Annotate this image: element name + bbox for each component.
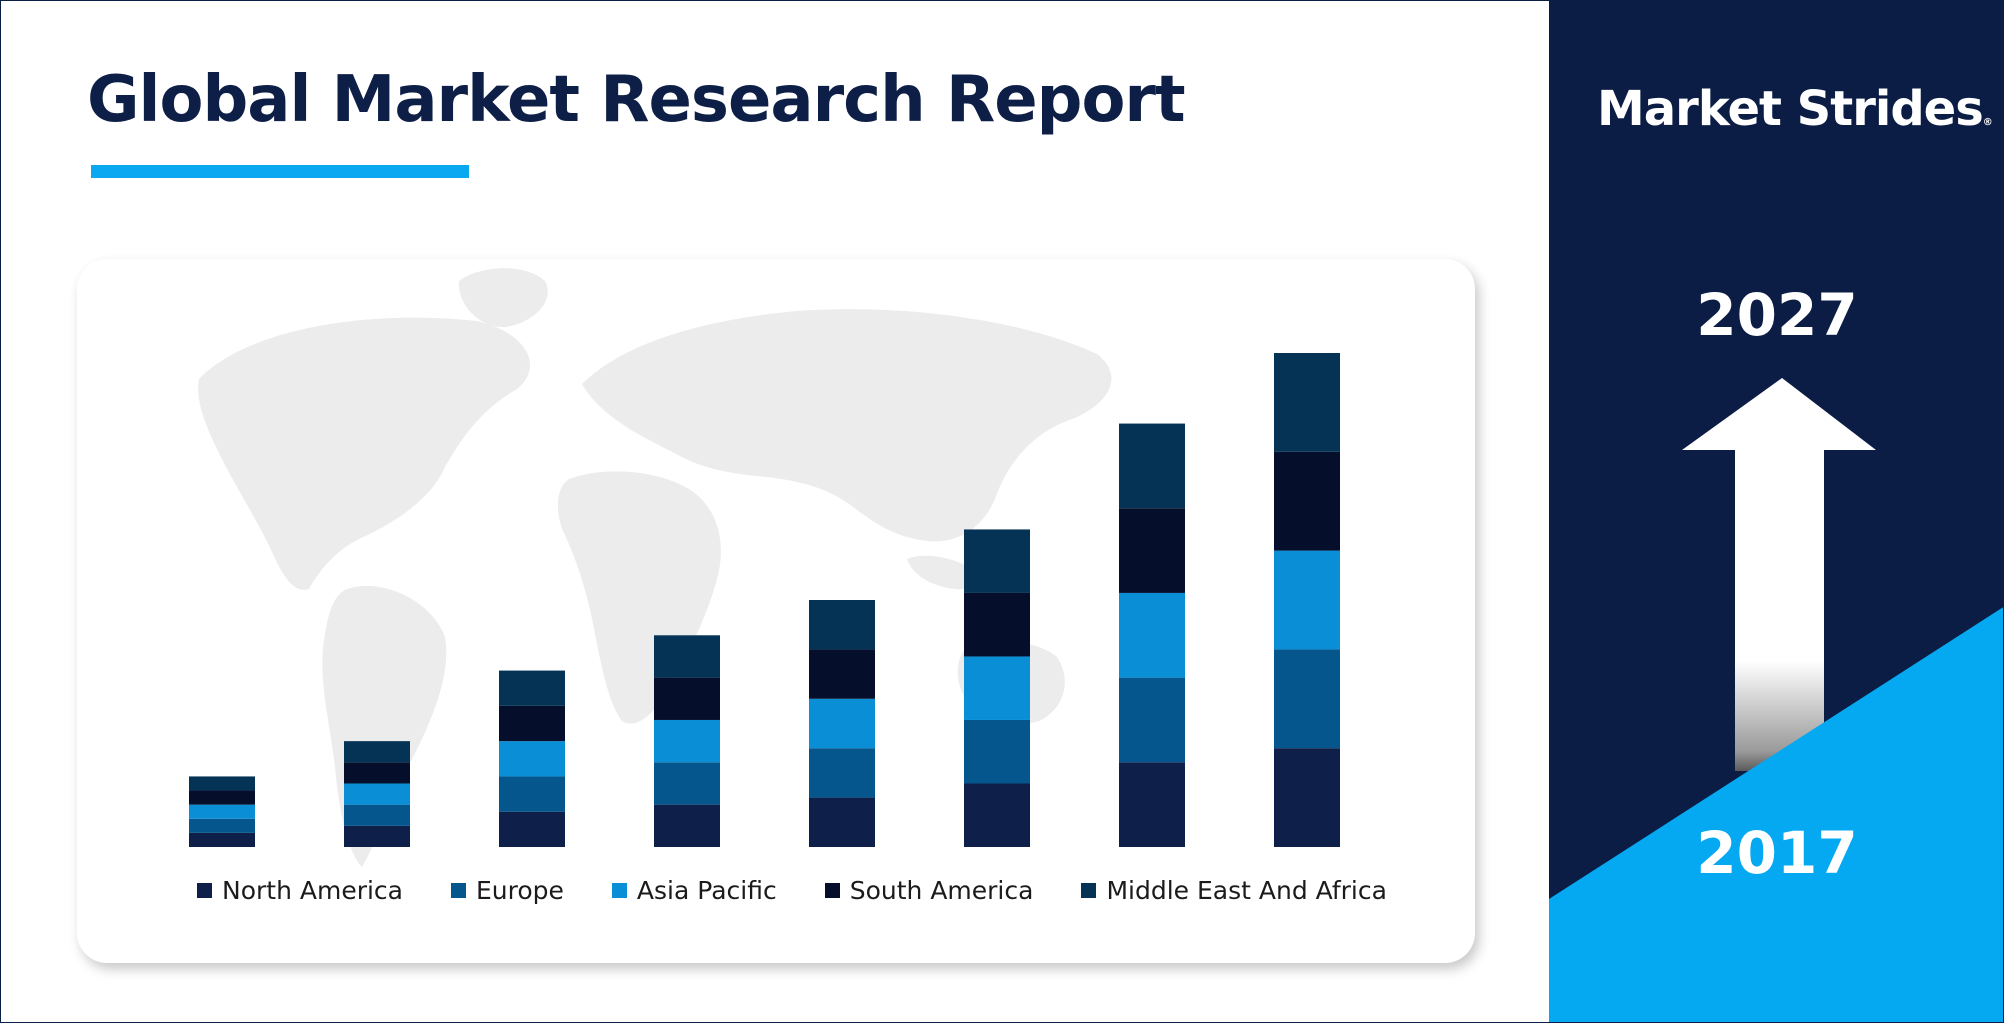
legend-label-south-america: South America xyxy=(849,876,1034,905)
legend-item-asia-pacific: Asia Pacific xyxy=(611,876,777,905)
brand-logo: Market Strides® xyxy=(1597,81,1993,137)
legend-swatch-middle-east-africa xyxy=(1081,883,1097,898)
bar-3-middle-east-africa xyxy=(499,670,565,706)
bar-8-north-america xyxy=(1274,748,1340,847)
bar-1-asia-pacific xyxy=(189,804,255,819)
bar-2-south-america xyxy=(344,762,410,784)
legend-label-north-america: North America xyxy=(222,876,403,905)
map-southeast-asia xyxy=(907,555,980,590)
brand-sidebar: Market Strides® 2027 2017 xyxy=(1549,1,2003,1022)
legend-item-europe: Europe xyxy=(451,876,564,905)
brand-registered-mark: ® xyxy=(1982,117,1993,128)
bar-5-north-america xyxy=(809,797,875,847)
brand-name: Market Strides xyxy=(1597,81,1984,137)
bar-8-asia-pacific xyxy=(1274,550,1340,650)
blue-wedge xyxy=(1549,607,2003,1022)
page-title: Global Market Research Report xyxy=(87,63,1186,137)
bar-3-asia-pacific xyxy=(499,741,565,777)
legend-swatch-asia-pacific xyxy=(611,883,627,898)
stacked-bar-chart xyxy=(189,268,1340,867)
bar-2-europe xyxy=(344,804,410,826)
bars xyxy=(189,353,1340,847)
legend-swatch-north-america xyxy=(197,883,212,898)
bar-6-north-america xyxy=(964,783,1030,847)
legend-label-asia-pacific: Asia Pacific xyxy=(636,876,777,905)
bar-4-south-america xyxy=(654,677,720,720)
bar-8-middle-east-africa xyxy=(1274,353,1340,452)
map-eurasia xyxy=(582,309,1112,542)
chart-legend: North America Europe Asia Pacific South … xyxy=(197,876,1387,905)
bar-1-south-america xyxy=(189,790,255,805)
bar-8-south-america xyxy=(1274,451,1340,551)
bar-6-middle-east-africa xyxy=(964,529,1030,593)
bar-1-north-america xyxy=(189,832,255,847)
bar-6-asia-pacific xyxy=(964,656,1030,720)
bar-7-middle-east-africa xyxy=(1119,423,1185,509)
bar-2-north-america xyxy=(344,825,410,847)
bar-3-europe xyxy=(499,776,565,812)
legend-item-middle-east-africa: Middle East And Africa xyxy=(1081,876,1387,905)
bar-5-middle-east-africa xyxy=(809,600,875,650)
bar-4-middle-east-africa xyxy=(654,635,720,678)
bar-7-asia-pacific xyxy=(1119,592,1185,678)
world-map-background xyxy=(198,268,1112,867)
legend-item-south-america: South America xyxy=(824,876,1034,905)
bar-1-middle-east-africa xyxy=(189,776,255,791)
legend-label-europe: Europe xyxy=(476,876,564,905)
growth-arrow-graphic xyxy=(1549,378,2003,1022)
bar-1-europe xyxy=(189,818,255,833)
bar-4-europe xyxy=(654,762,720,805)
bar-8-europe xyxy=(1274,649,1340,749)
legend-swatch-europe xyxy=(451,883,466,898)
legend-swatch-south-america xyxy=(824,883,840,898)
chart-card: North America Europe Asia Pacific South … xyxy=(77,259,1475,963)
bar-4-asia-pacific xyxy=(654,719,720,763)
bar-2-asia-pacific xyxy=(344,783,410,805)
bar-7-north-america xyxy=(1119,762,1185,847)
bar-3-south-america xyxy=(499,705,565,742)
legend-item-north-america: North America xyxy=(197,876,403,905)
bar-3-north-america xyxy=(499,811,565,847)
legend-label-middle-east-africa: Middle East And Africa xyxy=(1106,876,1387,905)
up-arrow-icon xyxy=(1682,378,1876,771)
bar-5-south-america xyxy=(809,649,875,699)
bar-2-middle-east-africa xyxy=(344,741,410,763)
map-north-america xyxy=(198,317,531,590)
bar-5-europe xyxy=(809,748,875,798)
title-underline xyxy=(91,165,469,178)
map-greenland xyxy=(458,268,548,328)
end-year-label: 2027 xyxy=(1696,281,1858,349)
bar-4-north-america xyxy=(654,804,720,847)
start-year-label: 2017 xyxy=(1696,819,1858,887)
bar-7-south-america xyxy=(1119,508,1185,593)
bar-6-europe xyxy=(964,719,1030,784)
bar-6-south-america xyxy=(964,592,1030,657)
bar-5-asia-pacific xyxy=(809,698,875,749)
bar-7-europe xyxy=(1119,677,1185,763)
